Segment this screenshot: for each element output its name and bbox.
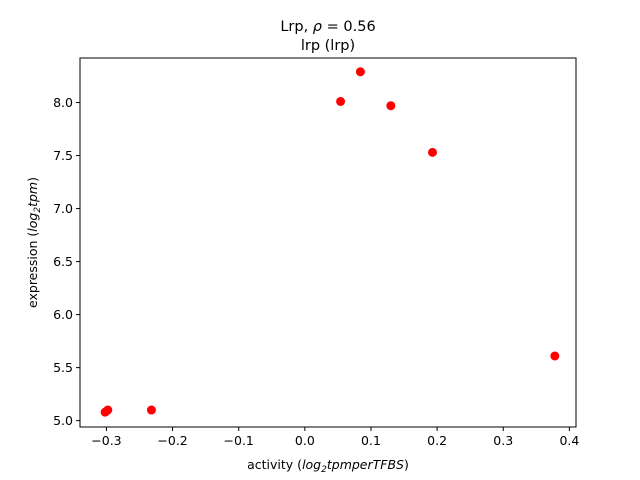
plot-frame (79, 57, 577, 428)
y-axis-ticks: 5.0 5.5 6.0 6.5 7.0 7.5 8.0 (53, 95, 80, 428)
y-tick-label: 7.5 (53, 148, 73, 163)
data-point (103, 405, 113, 415)
x-tick-label: −0.1 (224, 433, 254, 448)
x-axis-label: activity (log2tpmperTFBS) (247, 457, 409, 475)
x-tick-label: 0.3 (493, 433, 513, 448)
chart-title: Lrp, ρ = 0.56 (280, 19, 375, 35)
y-tick-label: 5.0 (53, 413, 73, 428)
x-axis-ticks: −0.3 −0.2 −0.1 0.0 0.1 0.2 0.3 0.4 (91, 427, 579, 448)
x-tick-label: 0.1 (361, 433, 381, 448)
x-tick-label: 0.0 (295, 433, 315, 448)
y-tick-label: 6.0 (53, 307, 73, 322)
y-axis-label: expression (log2tpm) (25, 177, 43, 308)
data-point (386, 101, 396, 111)
data-point (146, 405, 156, 415)
y-tick-label: 8.0 (53, 95, 73, 110)
data-point (355, 67, 365, 77)
chart-subtitle: lrp (lrp) (301, 38, 355, 54)
y-tick-label: 6.5 (53, 254, 73, 269)
data-point (336, 96, 346, 106)
y-tick-label: 7.0 (53, 201, 73, 216)
data-point (550, 351, 560, 361)
data-point (427, 147, 437, 157)
x-tick-label: 0.4 (559, 433, 579, 448)
x-tick-label: 0.2 (427, 433, 447, 448)
points-layer (100, 67, 560, 417)
x-tick-label: −0.3 (91, 433, 121, 448)
x-tick-label: −0.2 (157, 433, 187, 448)
y-tick-label: 5.5 (53, 360, 73, 375)
